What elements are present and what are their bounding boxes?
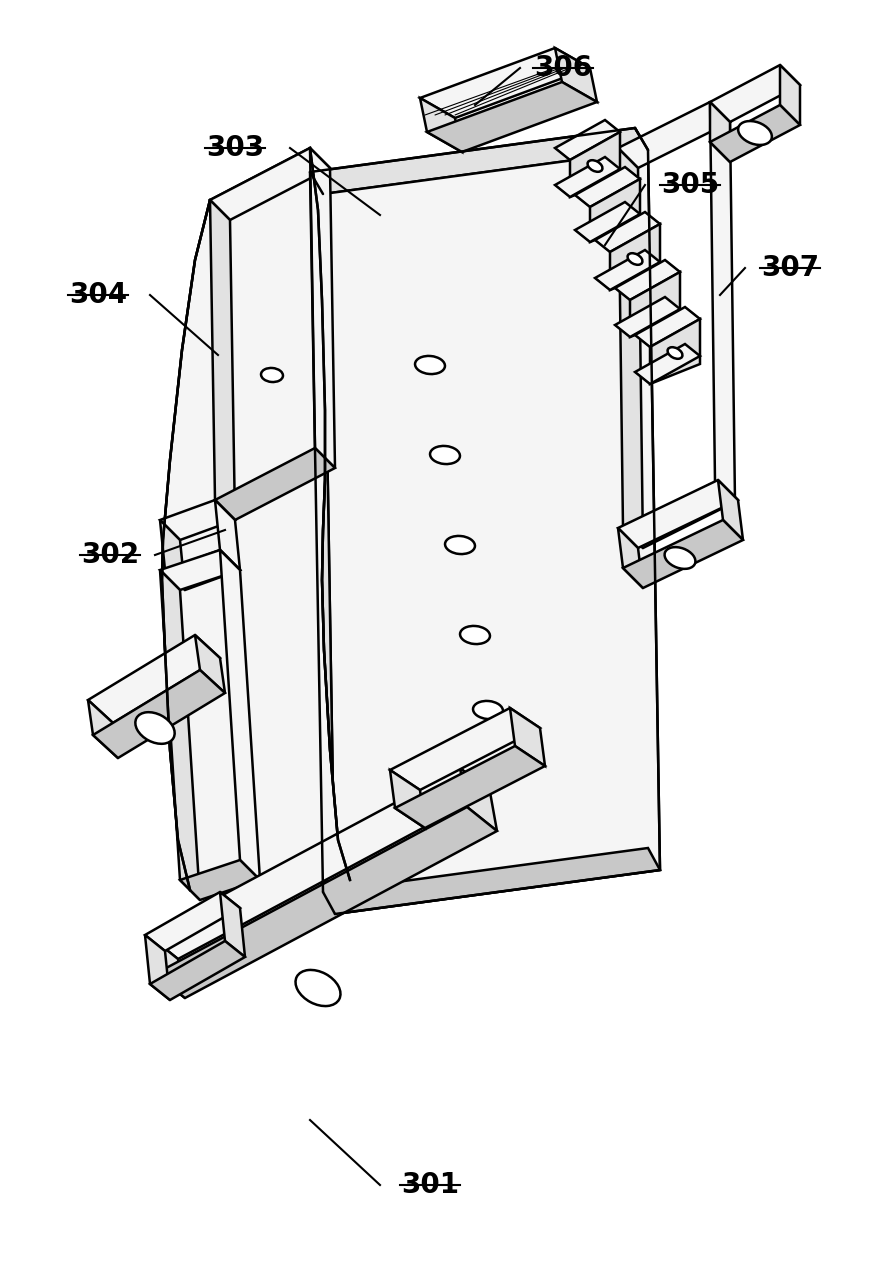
Text: 305: 305 [660, 171, 718, 200]
Polygon shape [617, 102, 729, 168]
Polygon shape [554, 157, 619, 197]
Polygon shape [709, 102, 729, 162]
Ellipse shape [587, 160, 602, 172]
Polygon shape [617, 528, 642, 589]
Polygon shape [160, 570, 200, 901]
Text: 304: 304 [69, 280, 127, 309]
Polygon shape [554, 120, 619, 160]
Text: 306: 306 [533, 54, 591, 82]
Polygon shape [160, 520, 185, 590]
Polygon shape [595, 250, 660, 290]
Polygon shape [634, 307, 699, 347]
Polygon shape [589, 179, 639, 242]
Polygon shape [323, 847, 660, 914]
Polygon shape [310, 148, 335, 469]
Ellipse shape [738, 121, 771, 145]
Polygon shape [460, 768, 496, 831]
Polygon shape [419, 99, 461, 152]
Polygon shape [569, 133, 619, 197]
Polygon shape [160, 500, 235, 541]
Polygon shape [195, 635, 225, 693]
Polygon shape [145, 935, 170, 1000]
Polygon shape [88, 700, 118, 758]
Ellipse shape [296, 970, 340, 1007]
Polygon shape [148, 935, 185, 998]
Text: 307: 307 [760, 254, 818, 282]
Polygon shape [93, 669, 225, 758]
Polygon shape [389, 709, 539, 789]
Polygon shape [634, 344, 699, 384]
Polygon shape [88, 635, 220, 722]
Polygon shape [220, 892, 245, 957]
Polygon shape [150, 941, 245, 1000]
Polygon shape [617, 148, 642, 548]
Polygon shape [623, 482, 734, 548]
Polygon shape [649, 320, 699, 384]
Polygon shape [220, 549, 260, 880]
Polygon shape [623, 520, 742, 589]
Ellipse shape [667, 347, 681, 359]
Ellipse shape [473, 701, 503, 719]
Polygon shape [554, 48, 596, 102]
Polygon shape [574, 167, 639, 207]
Polygon shape [717, 480, 742, 541]
Polygon shape [162, 148, 350, 890]
Polygon shape [155, 807, 496, 998]
Ellipse shape [627, 253, 642, 265]
Polygon shape [779, 64, 799, 125]
Polygon shape [595, 212, 660, 253]
Text: 303: 303 [206, 134, 264, 162]
Polygon shape [426, 82, 596, 152]
Text: 302: 302 [81, 541, 139, 570]
Polygon shape [310, 172, 335, 914]
Ellipse shape [260, 368, 282, 381]
Polygon shape [395, 746, 545, 829]
Polygon shape [310, 128, 647, 195]
Ellipse shape [430, 446, 460, 464]
Polygon shape [165, 549, 239, 590]
Polygon shape [180, 860, 260, 901]
Polygon shape [510, 709, 545, 765]
Polygon shape [323, 150, 660, 914]
Polygon shape [614, 260, 679, 301]
Ellipse shape [664, 547, 695, 568]
Polygon shape [215, 448, 335, 520]
Polygon shape [145, 892, 239, 951]
Polygon shape [210, 148, 330, 220]
Polygon shape [630, 272, 679, 337]
Polygon shape [160, 549, 239, 590]
Polygon shape [617, 480, 738, 548]
Ellipse shape [135, 712, 175, 744]
Polygon shape [709, 64, 799, 123]
Ellipse shape [460, 626, 489, 644]
Polygon shape [389, 770, 424, 829]
Polygon shape [709, 105, 799, 162]
Polygon shape [210, 200, 235, 520]
Polygon shape [215, 500, 239, 570]
Polygon shape [610, 224, 660, 290]
Polygon shape [574, 202, 639, 242]
Polygon shape [148, 768, 489, 959]
Polygon shape [419, 48, 589, 117]
Ellipse shape [415, 356, 445, 374]
Text: 301: 301 [401, 1171, 459, 1199]
Ellipse shape [445, 536, 474, 554]
Polygon shape [614, 297, 679, 337]
Polygon shape [709, 102, 734, 501]
